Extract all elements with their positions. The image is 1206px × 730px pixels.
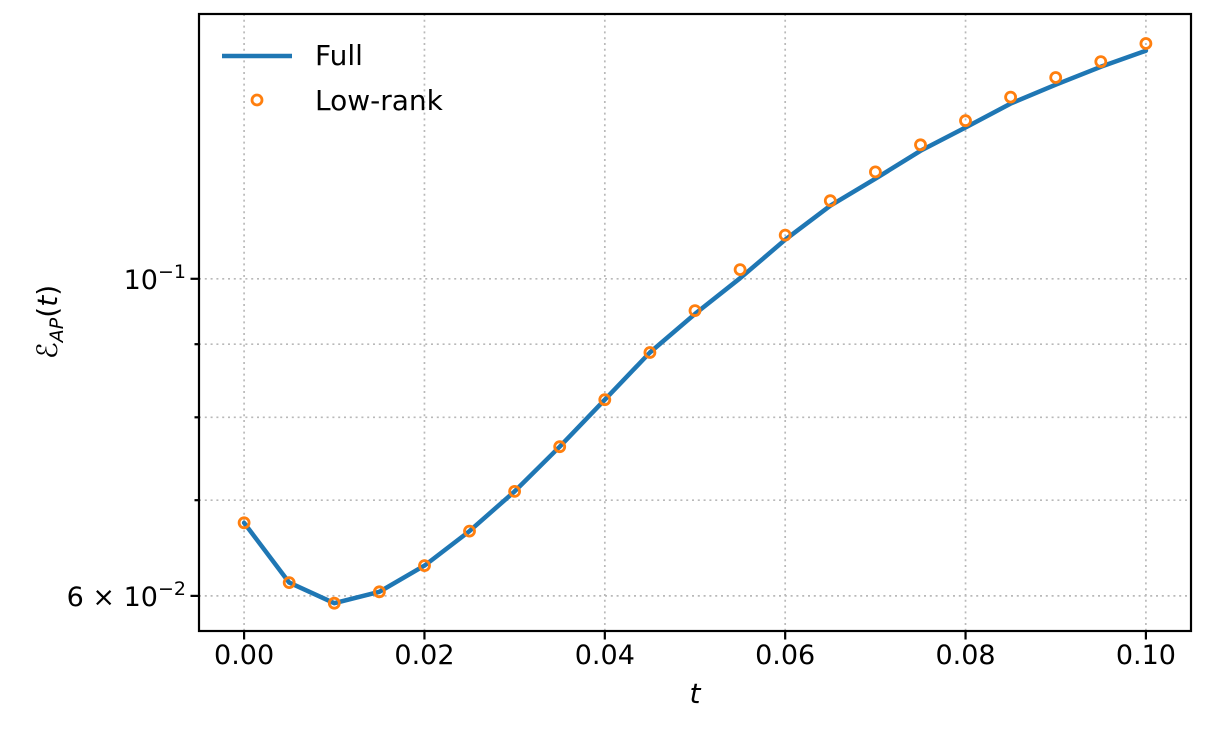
x-tick-label: 0.08 xyxy=(935,640,995,671)
x-tick-label: 0.00 xyxy=(214,640,274,671)
series-full-line xyxy=(241,48,1149,606)
lowrank-data-point xyxy=(643,346,657,359)
axis-ticks xyxy=(190,277,1148,640)
x-tick-label: 0.06 xyxy=(755,640,815,671)
x-tick-label: 0.04 xyxy=(575,640,635,671)
lowrank-data-point xyxy=(733,263,747,277)
lowrank-data-point xyxy=(598,393,612,407)
lowrank-data-point xyxy=(1004,90,1017,104)
legend-lowrank-marker-sample xyxy=(250,93,264,107)
y-tick-labels: 10−1 6 × 10−2 xyxy=(67,261,186,613)
ylabel-var: t xyxy=(31,295,64,307)
lowrank-data-point xyxy=(327,596,341,610)
x-tick-labels: 0.00 0.02 0.04 0.06 0.08 0.10 xyxy=(214,640,1176,671)
y-tick-exponent: −1 xyxy=(158,261,186,283)
x-axis-label: t xyxy=(690,677,702,710)
x-tick-label: 0.10 xyxy=(1116,640,1176,671)
lowrank-data-point xyxy=(869,165,882,179)
y-tick-mantissa: 10 xyxy=(124,265,158,296)
ylabel-paren-close: ) xyxy=(31,285,64,296)
lowrank-data-point xyxy=(823,194,837,208)
series-lowrank-markers xyxy=(237,37,1153,610)
y-axis-label: ℰAP(t) xyxy=(31,285,68,359)
lowrank-data-point xyxy=(372,585,386,599)
y-tick-exponent: −2 xyxy=(158,578,186,600)
legend-full-label: Full xyxy=(315,39,363,72)
lowrank-data-point xyxy=(237,516,251,530)
y-tick-label: 10−1 xyxy=(124,261,186,296)
lowrank-data-point xyxy=(1139,37,1153,50)
lowrank-data-point xyxy=(553,440,567,454)
x-tick-label: 0.02 xyxy=(394,640,454,671)
lowrank-data-point xyxy=(282,576,296,589)
lowrank-data-point xyxy=(463,524,476,538)
lowrank-data-point xyxy=(418,559,431,572)
lowrank-data-point xyxy=(914,138,927,152)
legend-lowrank-label: Low-rank xyxy=(315,84,444,117)
lowrank-data-point xyxy=(959,114,972,128)
gridlines xyxy=(199,14,1191,631)
lowrank-data-point xyxy=(1049,71,1063,84)
lowrank-data-point xyxy=(778,228,792,242)
plot-border xyxy=(197,12,1193,633)
y-tick-label: 6 × 10−2 xyxy=(67,578,186,613)
ylabel-paren-open: ( xyxy=(31,307,64,318)
lowrank-data-point xyxy=(688,304,702,318)
lowrank-data-point xyxy=(1094,55,1108,68)
ylabel-script-e: ℰ xyxy=(31,342,64,359)
ylabel-subscript: AP xyxy=(46,317,68,344)
lowrank-data-point xyxy=(508,484,521,498)
y-tick-mantissa: 6 × 10 xyxy=(67,582,158,613)
legend: Full Low-rank xyxy=(222,39,444,117)
